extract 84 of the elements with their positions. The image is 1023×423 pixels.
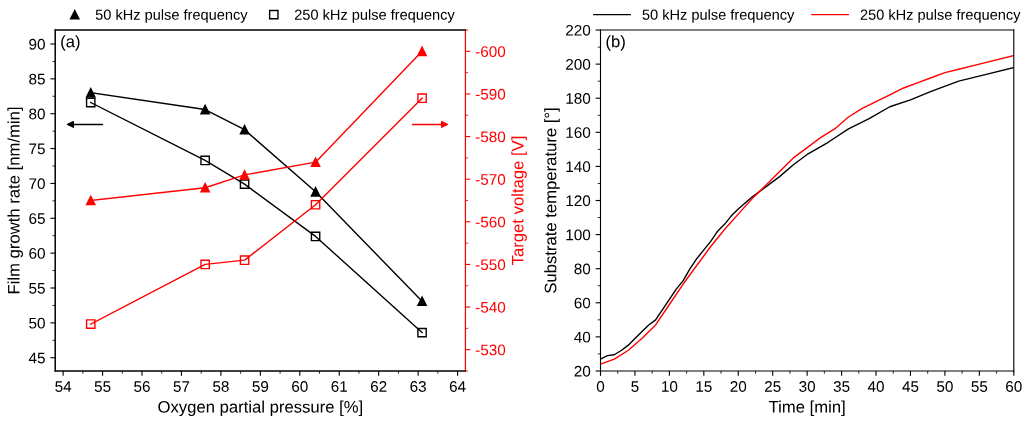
y-tick-label: 220 [566,24,591,36]
point [239,170,250,180]
x-tick-label: 60 [1006,381,1022,392]
y-tick-label: 55 [29,283,45,294]
x-tick-label: 57 [173,381,190,392]
legend-label: 250 kHz pulse frequency [294,9,455,23]
point [417,93,427,104]
x-tick-label: 10 [662,381,678,392]
y2-tick-label: -560 [475,216,506,228]
y-tick-label: 80 [29,108,45,120]
point [310,199,321,210]
annotation: (a) [61,35,80,51]
y2-tick-label: -530 [475,344,506,356]
x-tick-label: 58 [213,381,229,392]
x-tick-label: 5 [631,381,639,392]
annotation: (b) [606,35,625,51]
x-tick-label: 54 [55,381,72,392]
point [85,97,96,108]
point [239,255,250,266]
x-tick-label: 59 [252,381,269,392]
y-tick-label: 60 [574,297,591,309]
x-tick-label: 30 [799,381,816,392]
y2-tick-label: -600 [475,46,506,58]
x-tick-label: 63 [410,381,426,392]
x-tick-label: 20 [730,381,747,392]
y-tick-label: 85 [29,73,45,85]
x-tick-label: 40 [867,381,884,392]
point [310,186,321,197]
y2-tick-label: -570 [475,174,506,185]
y-tick-label: 90 [29,38,45,50]
x-tick-label: 45 [902,381,919,392]
point [85,87,96,98]
x-axis-title: Time [min] [768,400,845,417]
point [200,259,210,270]
x-tick-label: 15 [696,381,712,392]
y2-tick-label: -590 [475,88,506,100]
legend-label: 50 kHz pulse frequency [95,9,248,23]
legend-label: 50 kHz pulse frequency [642,9,795,23]
y-axis-title: Substrate temperature [°] [544,108,560,293]
y-tick-label: 45 [28,352,45,364]
y-tick-label: 40 [574,331,591,343]
y-tick-label: 180 [566,93,591,104]
y-tick-label: 80 [574,263,591,275]
x-tick-label: 50 [937,381,953,392]
x-tick-label: 55 [971,381,988,392]
y-tick-label: 100 [566,229,591,241]
point [417,327,427,338]
x-tick-label: 62 [370,381,387,392]
point [239,124,250,135]
y-tick-label: 75 [29,143,45,155]
y-tick-label: 140 [566,161,591,173]
x-tick-label: 0 [596,381,605,392]
x-tick-label: 61 [331,381,347,392]
y-tick-label: 60 [29,248,45,259]
y-tick-label: 70 [29,178,45,190]
y2-tick-label: -580 [475,131,506,143]
y2-tick-label: -550 [475,259,506,271]
x-tick-label: 55 [94,381,111,392]
y-tick-label: 50 [29,317,45,329]
point [85,195,96,206]
y2-tick-label: -540 [475,301,506,313]
y-tick-label: 120 [566,195,591,207]
point [310,231,321,242]
point [239,179,250,189]
y-tick-label: 20 [574,365,591,377]
y-axis-title: Film growth rate [nm/min] [7,107,23,294]
x-axis-title: Oxygen partial pressure [%] [158,400,362,417]
x-tick-label: 56 [134,381,150,392]
point [200,182,210,193]
point [85,319,96,329]
point [417,46,427,57]
point [200,155,210,166]
point [200,104,210,115]
y-tick-label: 160 [566,127,591,138]
x-tick-label: 60 [292,381,308,392]
x-tick-label: 35 [833,381,850,392]
point [310,157,321,168]
legend-label: 250 kHz pulse frequency [860,9,1021,23]
y-tick-label: 65 [29,213,45,224]
x-tick-label: 25 [764,381,781,392]
y2-axis-title: Target voltage [V] [511,136,527,265]
y-tick-label: 200 [566,58,591,70]
x-tick-label: 64 [449,381,466,392]
point [417,296,427,307]
